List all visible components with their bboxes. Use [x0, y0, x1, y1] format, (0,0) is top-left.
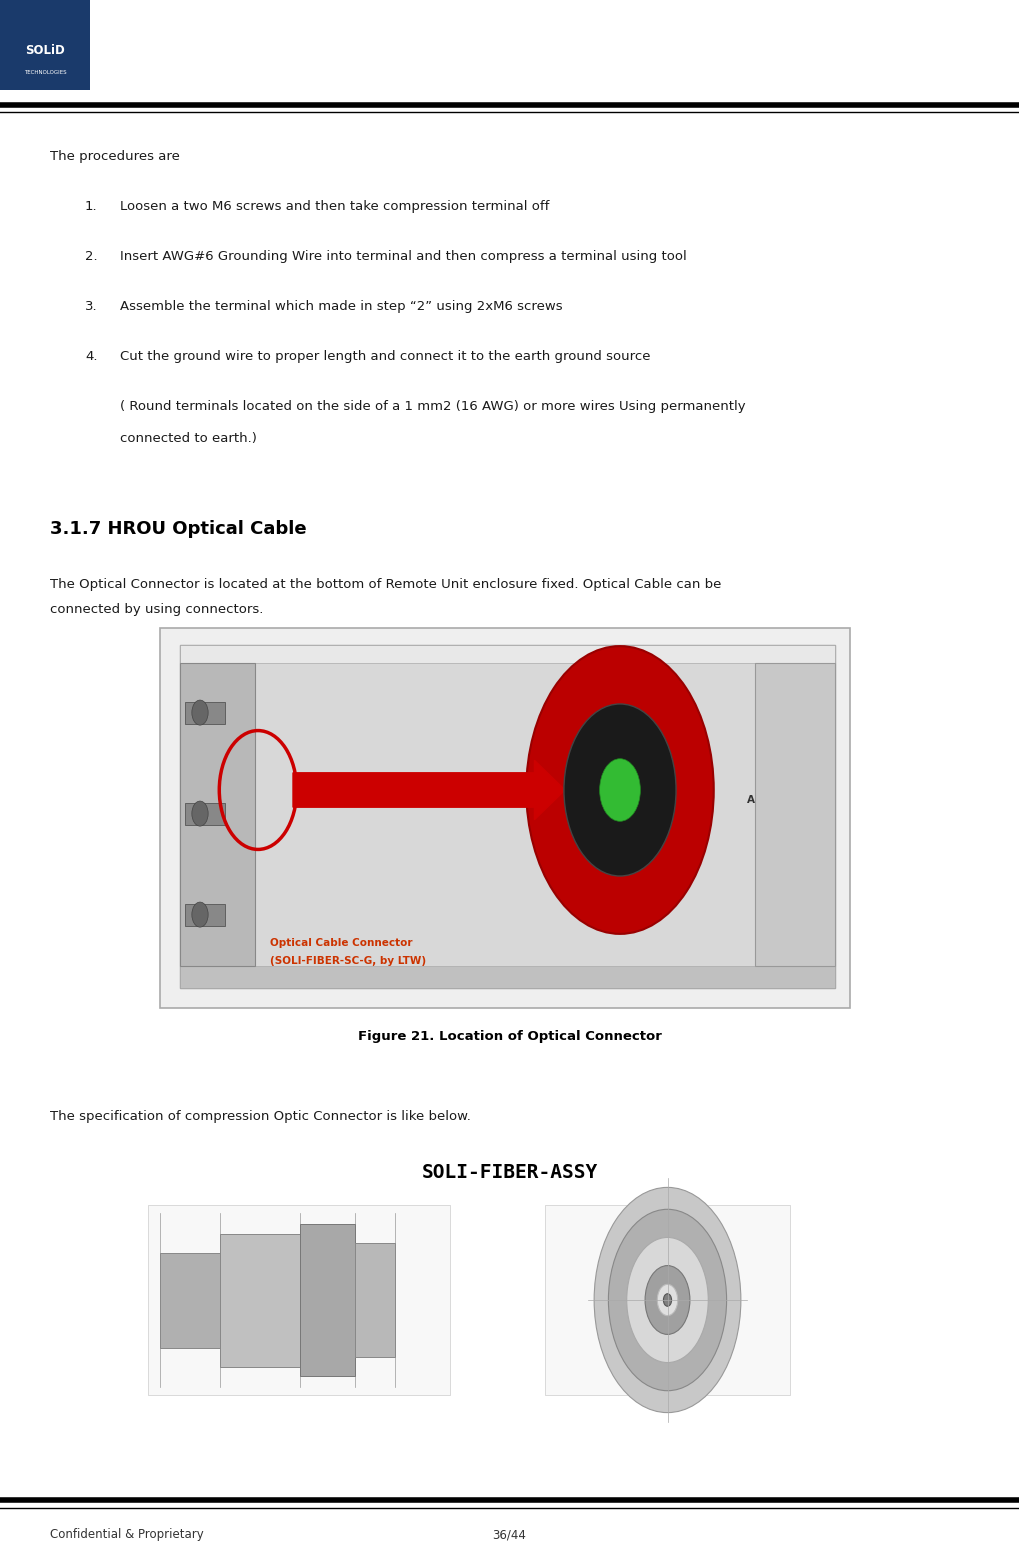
Text: TECHNOLOGIES: TECHNOLOGIES: [23, 69, 66, 75]
Circle shape: [645, 1265, 690, 1334]
Text: Cut the ground wire to proper length and connect it to the earth ground source: Cut the ground wire to proper length and…: [120, 350, 650, 363]
Circle shape: [663, 1293, 672, 1306]
Circle shape: [627, 1237, 708, 1362]
Text: connected to earth.): connected to earth.): [120, 432, 257, 446]
Text: Loosen a two M6 screws and then take compression terminal off: Loosen a two M6 screws and then take com…: [120, 200, 549, 213]
Bar: [220, 1234, 300, 1367]
Text: SOLiD: SOLiD: [25, 44, 65, 56]
Circle shape: [608, 1209, 727, 1390]
Circle shape: [594, 1187, 741, 1412]
Text: Assemble the terminal which made in step “2” using 2xM6 screws: Assemble the terminal which made in step…: [120, 300, 562, 313]
Text: Optical Cable Connector: Optical Cable Connector: [270, 938, 413, 948]
Bar: [185, 802, 225, 824]
Bar: [160, 1253, 220, 1348]
Bar: [148, 1204, 450, 1395]
Text: The Optical Connector is located at the bottom of Remote Unit enclosure fixed. O: The Optical Connector is located at the …: [50, 579, 721, 591]
FancyArrow shape: [293, 760, 565, 820]
Text: ( Round terminals located on the side of a 1 mm2 (16 AWG) or more wires Using pe: ( Round terminals located on the side of…: [120, 400, 746, 413]
Text: 3.: 3.: [85, 300, 98, 313]
Text: Confidential & Proprietary: Confidential & Proprietary: [50, 1528, 204, 1541]
Text: 2.: 2.: [85, 250, 98, 263]
Text: SOLI-FIBER-ASSY: SOLI-FIBER-ASSY: [422, 1164, 597, 1182]
Text: Figure 21. Location of Optical Connector: Figure 21. Location of Optical Connector: [358, 1031, 661, 1043]
Circle shape: [192, 902, 208, 927]
Bar: [355, 1243, 395, 1358]
Bar: [180, 967, 835, 988]
Bar: [185, 702, 225, 724]
Text: connected by using connectors.: connected by using connectors.: [50, 604, 263, 616]
Bar: [180, 663, 255, 967]
Bar: [160, 629, 850, 1009]
Text: The procedures are: The procedures are: [50, 150, 180, 163]
Circle shape: [192, 701, 208, 726]
Bar: [185, 904, 225, 926]
Text: (SOLI-FIBER-SC-G, by LTW): (SOLI-FIBER-SC-G, by LTW): [270, 956, 426, 967]
Text: 4.: 4.: [85, 350, 98, 363]
Text: Insert AWG#6 Grounding Wire into terminal and then compress a terminal using too: Insert AWG#6 Grounding Wire into termina…: [120, 250, 687, 263]
Circle shape: [564, 704, 676, 876]
Bar: [300, 1225, 355, 1376]
Circle shape: [657, 1284, 678, 1315]
Bar: [545, 1204, 790, 1395]
Bar: [755, 663, 835, 967]
Text: 36/44: 36/44: [492, 1528, 527, 1541]
Text: 3.1.7 HROU Optical Cable: 3.1.7 HROU Optical Cable: [50, 519, 307, 538]
Circle shape: [526, 646, 713, 934]
Bar: [0, 0, 90, 91]
Bar: [180, 644, 835, 988]
Text: ANT1: ANT1: [747, 795, 779, 805]
Text: The specification of compression Optic Connector is like below.: The specification of compression Optic C…: [50, 1110, 471, 1123]
Circle shape: [599, 759, 640, 821]
Bar: [180, 644, 835, 663]
Text: 1.: 1.: [85, 200, 98, 213]
Circle shape: [192, 801, 208, 826]
